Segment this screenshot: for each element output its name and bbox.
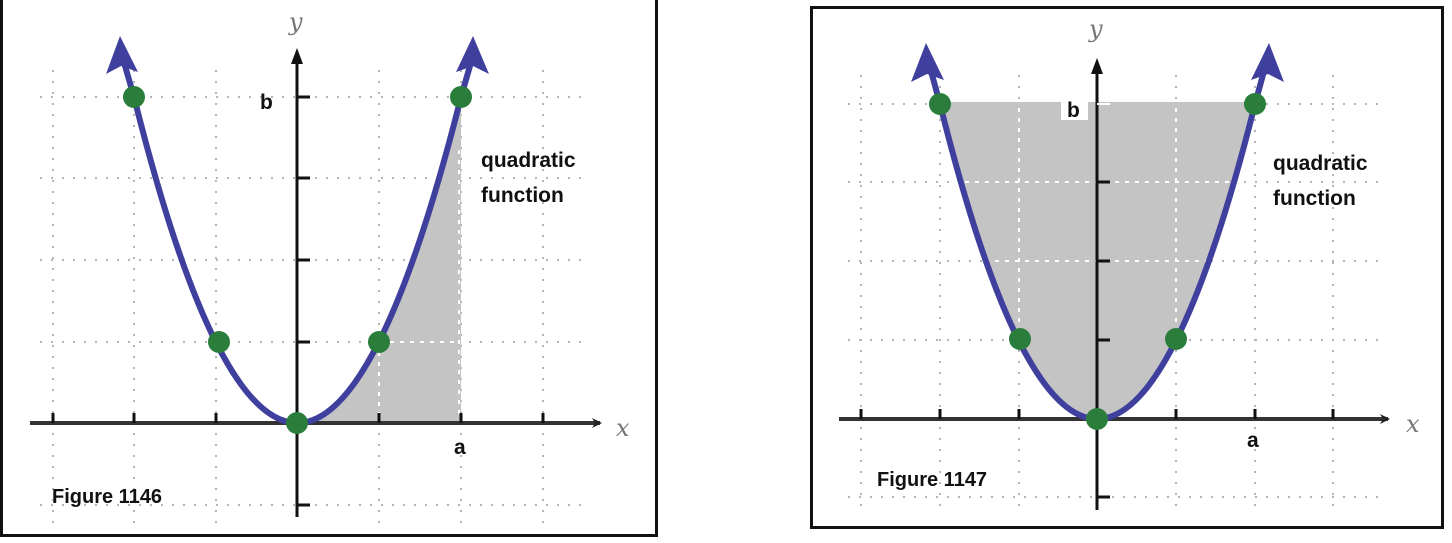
b-label-background [1061,100,1088,120]
curve-label-line2: function [1273,187,1356,210]
y-axis-arrow [291,48,303,64]
y-axis-arrow [1091,58,1103,74]
curve-arrow-right-icon [1251,43,1284,82]
curve-label-line2: function [481,184,564,207]
curve-label-line1: quadratic [481,149,576,172]
axis-ticks [51,95,545,507]
x-axis-label: x [1406,410,1420,438]
figure-1146-panel [0,0,658,537]
a-label: a [1247,429,1259,452]
shade-grid [378,150,460,420]
grid-lines [40,70,590,525]
b-label: b [260,91,273,114]
b-label: b [1067,99,1080,122]
y-axis-label: y [288,8,303,36]
curve-arrow-right-icon [456,36,489,74]
x-axis-label: x [616,414,630,442]
figure-caption: Figure 1146 [52,486,162,508]
y-axis-label: y [1088,15,1103,43]
curve-arrow-left-icon [106,36,138,74]
curve-label-line1: quadratic [1273,152,1368,175]
curve-points [929,93,1266,430]
curve-arrow-left-icon [911,43,944,82]
curve-points [123,86,472,434]
a-label: a [454,436,466,459]
axis-ticks [859,180,1335,499]
figure-caption: Figure 1147 [877,469,987,491]
